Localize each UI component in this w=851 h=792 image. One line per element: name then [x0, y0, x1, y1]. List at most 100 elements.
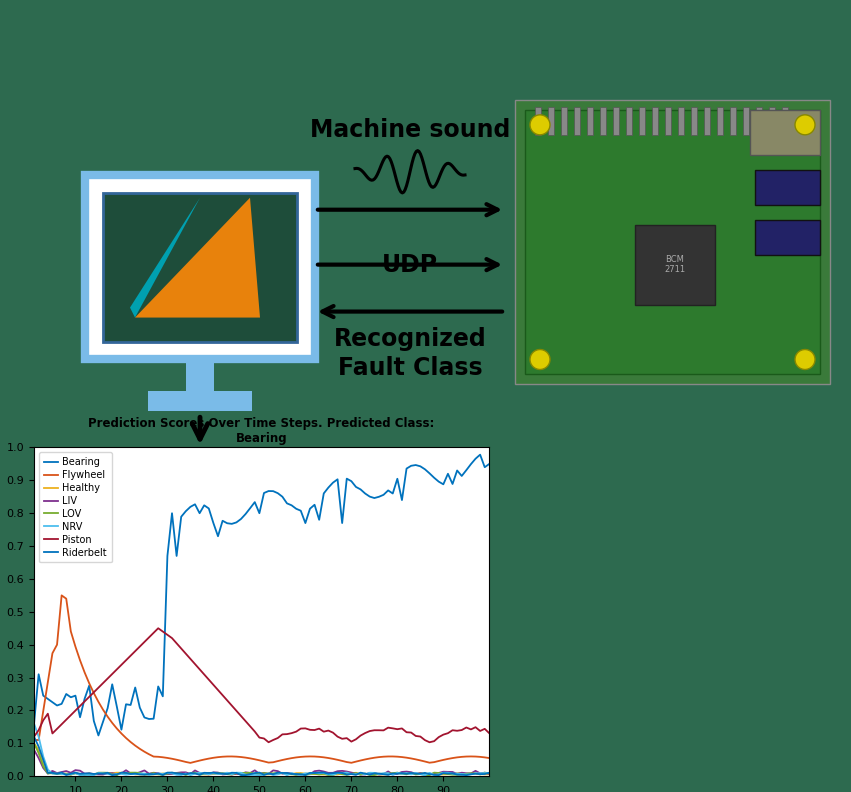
Riderbelt [484, 768, 494, 778]
LIV [134, 767, 145, 777]
Bar [103, 192, 297, 341]
Healthy [134, 770, 145, 779]
Bearing [484, 459, 494, 469]
FancyBboxPatch shape [103, 192, 297, 341]
LOV [305, 769, 315, 779]
LOV [29, 738, 39, 748]
Line: Flywheel: Flywheel [34, 596, 489, 763]
Text: UDP: UDP [382, 253, 438, 276]
Piston [484, 729, 494, 738]
Bar [548, 107, 554, 135]
Bearing [121, 699, 131, 709]
Flywheel [310, 752, 320, 761]
NRV [29, 719, 39, 729]
Flywheel [186, 758, 196, 767]
Healthy [305, 769, 315, 779]
Bearing [452, 466, 462, 475]
Bearing [29, 719, 39, 729]
NRV [300, 768, 311, 778]
Bar [755, 169, 820, 204]
LIV [264, 769, 274, 779]
Line: Healthy: Healthy [34, 743, 489, 775]
LOV [140, 770, 150, 779]
Piston [268, 735, 278, 744]
Bar [665, 107, 671, 135]
Bearing [465, 459, 476, 469]
Flywheel [471, 752, 481, 761]
Piston [425, 737, 435, 747]
Healthy [484, 770, 494, 779]
NRV [484, 768, 494, 778]
Riderbelt [448, 768, 458, 778]
LOV [452, 770, 462, 779]
Circle shape [795, 349, 815, 370]
Riderbelt [117, 768, 127, 778]
Bar [525, 110, 820, 375]
Piston [305, 725, 315, 734]
NRV [420, 771, 430, 780]
Line: Piston: Piston [34, 628, 489, 742]
LIV [484, 769, 494, 779]
Line: Riderbelt: Riderbelt [34, 737, 489, 775]
Bar [652, 107, 658, 135]
Piston [134, 642, 145, 651]
LOV [121, 769, 131, 779]
Line: LOV: LOV [34, 743, 489, 775]
LIV [300, 769, 311, 779]
Piston [457, 725, 467, 735]
Text: Machine sound: Machine sound [310, 118, 511, 142]
Title: Prediction Scores Over Time Steps. Predicted Class:
Bearing: Prediction Scores Over Time Steps. Predi… [89, 417, 435, 445]
Bearing [140, 713, 150, 722]
LOV [465, 768, 476, 778]
NRV [465, 770, 476, 779]
Piston [117, 660, 127, 669]
LIV [452, 769, 462, 779]
Bar [782, 107, 788, 135]
Bar [743, 107, 749, 135]
Healthy [203, 770, 214, 779]
Healthy [452, 768, 462, 778]
LOV [268, 768, 278, 778]
Y-axis label: Score: Score [0, 592, 1, 631]
Bar [186, 356, 214, 394]
Flywheel [29, 735, 39, 744]
Bar [635, 225, 715, 305]
Bar [574, 107, 580, 135]
Text: Recognized
Fault Class: Recognized Fault Class [334, 326, 487, 380]
Bar [756, 107, 762, 135]
Healthy [465, 769, 476, 779]
Riderbelt [264, 769, 274, 779]
Healthy [29, 738, 39, 748]
Healthy [117, 768, 127, 778]
LIV [29, 745, 39, 755]
Line: Bearing: Bearing [34, 455, 489, 736]
NRV [134, 769, 145, 779]
Legend: Bearing, Flywheel, Healthy, LIV, LOV, NRV, Piston, Riderbelt: Bearing, Flywheel, Healthy, LIV, LOV, NR… [39, 452, 111, 562]
Healthy [268, 769, 278, 779]
Bar [730, 107, 736, 135]
Bar [678, 107, 684, 135]
Flywheel [457, 752, 467, 762]
Riderbelt [300, 771, 311, 780]
NRV [117, 769, 127, 779]
Piston [471, 722, 481, 732]
Bar [148, 391, 252, 411]
Piston [29, 732, 39, 741]
NRV [264, 768, 274, 778]
Bearing [268, 486, 278, 496]
Bearing [94, 731, 104, 741]
LIV [465, 769, 476, 779]
Bearing [475, 450, 485, 459]
Circle shape [530, 349, 550, 370]
Bar [750, 110, 820, 154]
Bar [769, 107, 775, 135]
Riderbelt [134, 770, 145, 779]
Flywheel [140, 747, 150, 756]
Bar [626, 107, 632, 135]
Bearing [305, 504, 315, 513]
Polygon shape [130, 198, 200, 318]
Bar [639, 107, 645, 135]
Flywheel [56, 591, 66, 600]
LIV [388, 770, 398, 779]
Polygon shape [135, 198, 260, 318]
